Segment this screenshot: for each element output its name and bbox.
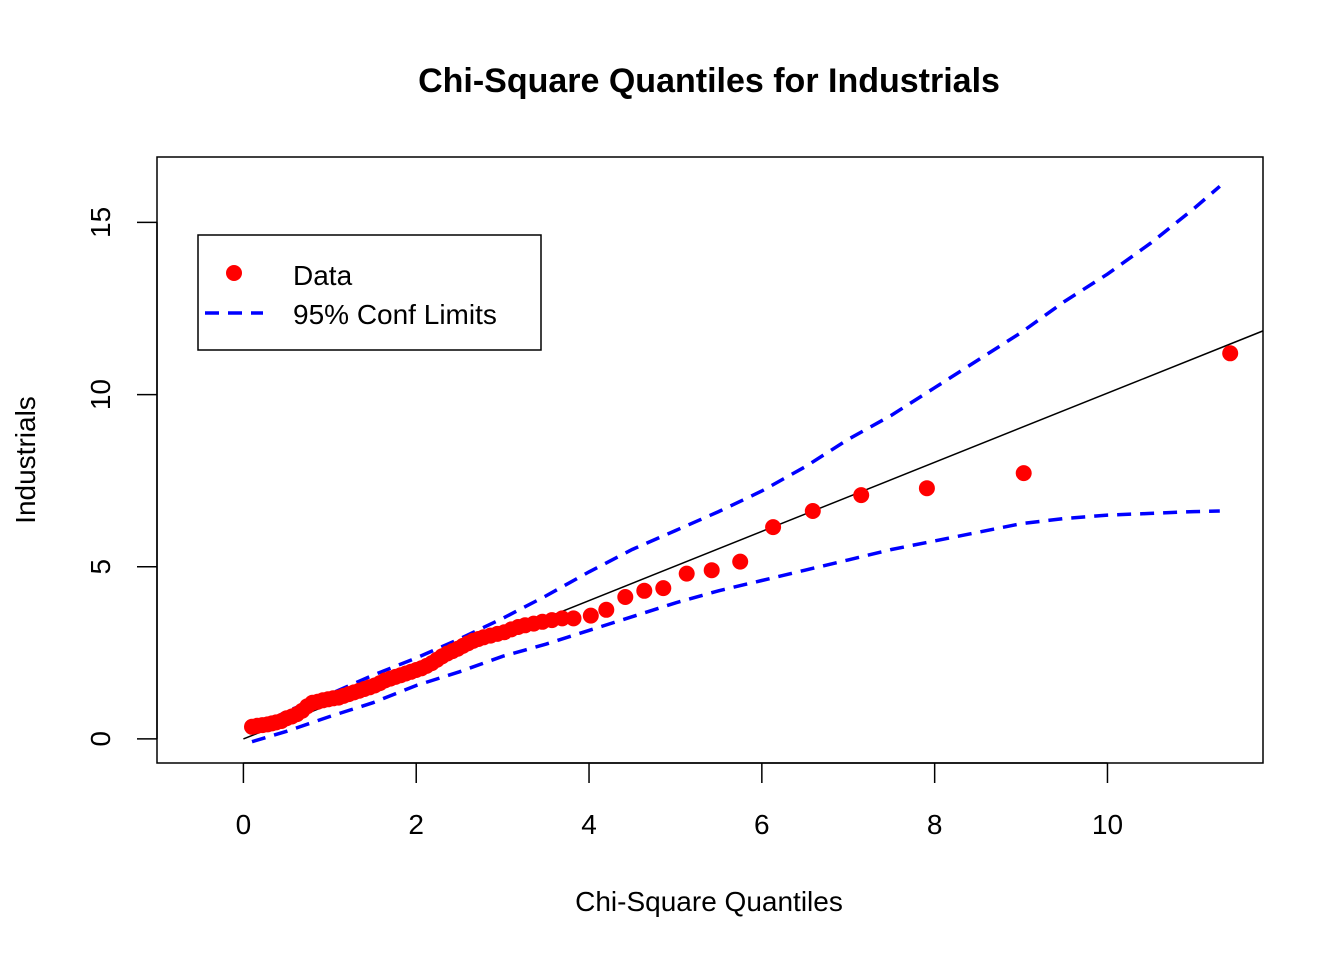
data-point (1015, 465, 1032, 482)
data-point (918, 480, 935, 497)
legend: Data 95% Conf Limits (197, 234, 542, 351)
y-tick-label: 15 (85, 207, 116, 238)
x-axis: 0 2 4 6 8 10 (236, 762, 1123, 840)
y-axis: 0 5 10 15 (85, 207, 158, 747)
data-point (582, 607, 599, 624)
data-point (554, 610, 571, 627)
x-tick-label: 10 (1092, 809, 1123, 840)
x-tick-label: 0 (236, 809, 252, 840)
data-point (655, 580, 672, 597)
data-point (636, 582, 653, 599)
y-tick-label: 5 (85, 559, 116, 575)
data-point (732, 553, 749, 570)
legend-data-marker (226, 265, 242, 281)
legend-conf-label: 95% Conf Limits (293, 299, 497, 330)
data-point (765, 519, 782, 536)
data-point (1222, 345, 1239, 362)
legend-box (197, 234, 542, 351)
data-point (678, 565, 695, 582)
data-point (703, 562, 720, 579)
x-axis-label: Chi-Square Quantiles (575, 886, 843, 917)
data-point (853, 487, 870, 504)
x-tick-label: 8 (927, 809, 943, 840)
data-point (565, 610, 582, 627)
y-tick-label: 10 (85, 379, 116, 410)
chart-title: Chi-Square Quantiles for Industrials (418, 62, 1000, 100)
data-point (617, 589, 634, 605)
conf-limit-upper (251, 184, 1221, 732)
x-tick-label: 4 (581, 809, 597, 840)
x-tick-label: 6 (754, 809, 770, 840)
y-tick-label: 0 (85, 731, 116, 747)
data-point (598, 601, 615, 618)
plot-area (243, 184, 1263, 744)
y-axis-label: Industrials (10, 396, 41, 524)
data-point (804, 503, 821, 519)
x-tick-label: 2 (408, 809, 424, 840)
legend-data-label: Data (293, 260, 353, 291)
conf-limit-lower (251, 509, 1220, 744)
